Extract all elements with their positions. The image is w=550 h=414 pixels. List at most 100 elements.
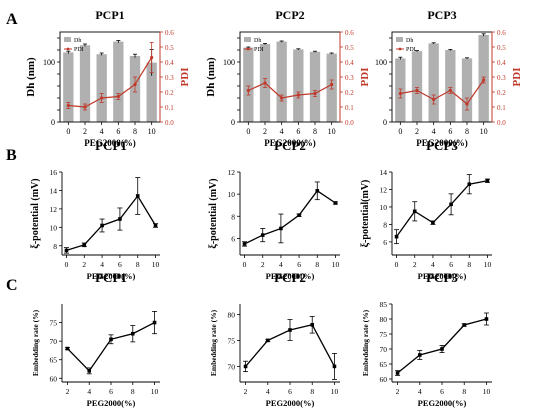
y2-tick-label: 0.5 [497, 44, 506, 52]
y-tick-label: 8 [383, 220, 387, 229]
y-tick-label: 65 [50, 356, 58, 365]
y-tick-label: 100 [375, 58, 387, 67]
y2-tick-label: 0.5 [165, 44, 174, 52]
chart-title: PCP2 [275, 8, 304, 22]
x-tick-label: 4 [100, 127, 104, 136]
pdi-point [246, 88, 250, 93]
pdi-point [482, 78, 486, 82]
legend-marker-pdi [246, 47, 250, 51]
x-tick-label: 6 [109, 387, 113, 396]
data-point [109, 337, 113, 342]
x-tick-label: 0 [66, 127, 70, 136]
pdi-point [263, 81, 267, 85]
data-point [265, 338, 270, 343]
x-tick-label: 6 [448, 127, 452, 136]
data-point [260, 233, 265, 237]
x-tick-label: 10 [332, 260, 340, 269]
pdi-point [116, 94, 120, 99]
data-point [449, 202, 453, 207]
x-tick-label: 6 [297, 260, 301, 269]
y2-tick-label: 0.3 [165, 74, 174, 82]
series-line [66, 321, 155, 372]
x-tick-label: 4 [266, 387, 270, 396]
data-point [242, 242, 247, 246]
x-tick-label: 10 [480, 127, 488, 136]
data-point [417, 353, 422, 357]
bar-dh [243, 47, 254, 122]
y2-tick-label: 0.6 [165, 29, 174, 37]
data-point [310, 323, 315, 327]
series-line [244, 189, 336, 245]
chart-1: PCP2 0 100 0.0 0.1 0.2 0.3 0.4 0.5 0.6 0 2 4 6 8 10 PEG2… [205, 8, 371, 148]
x-tick-label: 10 [331, 387, 339, 396]
data-point [440, 347, 444, 351]
legend-label-pdi: PDI [254, 47, 264, 53]
x-tick-label: 4 [100, 260, 104, 269]
series-line [396, 180, 488, 238]
panel-letter-b: B [6, 147, 17, 164]
data-point [87, 369, 92, 373]
bar-dh [276, 41, 287, 122]
y2-tick-label: 0.0 [497, 119, 506, 127]
bar-dh [309, 51, 321, 122]
chart-4: PCP2 6 8 10 12 0 2 4 6 8 10 PEG2000(%) ξ-potential (… [208, 138, 340, 281]
data-point [315, 189, 320, 193]
data-point [100, 223, 104, 228]
data-point [82, 243, 87, 247]
x-tick-label: 8 [315, 260, 319, 269]
y-tick-label: 75 [50, 319, 58, 328]
pdi-point [280, 96, 284, 100]
chart-2: PCP3 0 100 0.0 0.1 0.2 0.3 0.4 0.5 0.6 0 2 4 6 8 10 PEG2… [375, 8, 523, 148]
data-point [462, 323, 467, 327]
y-tick-label: 6 [383, 238, 387, 247]
x-tick-label: 2 [83, 127, 87, 136]
chart-title: PCP1 [95, 8, 124, 22]
plot-frame [391, 31, 493, 123]
y2-tick-label: 0.4 [165, 59, 174, 67]
y-tick-label: 12 [50, 205, 58, 214]
x-tick-label: 8 [131, 387, 135, 396]
pdi-point [83, 105, 87, 109]
data-point [65, 346, 70, 351]
x-axis-label: PEG2000(%) [87, 271, 136, 281]
legend-label-dh: Dh [254, 38, 261, 44]
y-tick-label: 6 [231, 234, 235, 243]
data-point [431, 220, 435, 225]
chart-5: PCP3 6 8 10 12 14 0 2 4 6 8 10 PEG2000(%) ξ-potential… [360, 138, 492, 281]
y2-tick-label: 0.0 [165, 119, 174, 127]
y-tick-label: 80 [228, 310, 236, 319]
chart-title: PCP1 [95, 138, 127, 153]
data-point [135, 194, 140, 198]
chart-7: PCP2 70 75 80 2 4 6 8 10 PEG2000(%) Embedding rate… [209, 270, 340, 408]
x-tick-label: 8 [467, 260, 471, 269]
x-axis-label: PEG2000(%) [87, 398, 136, 408]
y2-tick-label: 0.1 [345, 104, 354, 112]
x-tick-label: 2 [396, 387, 400, 396]
chart-title: PCP2 [274, 138, 306, 153]
legend-swatch-dh [396, 37, 403, 42]
y-tick-label: 70 [228, 362, 236, 371]
y-axis-label: Dh (nm) [205, 57, 217, 97]
chart-3: PCP1 8 10 12 14 16 0 2 4 6 8 10 PEG2000(%) ξ-potentia… [30, 138, 160, 281]
data-point [333, 201, 338, 205]
y-tick-label: 85 [380, 300, 388, 309]
y-tick-label: 70 [50, 337, 58, 346]
x-tick-label: 2 [261, 260, 265, 269]
x-tick-label: 4 [279, 260, 283, 269]
chart-title: PCP2 [274, 270, 306, 285]
legend-label-pdi: PDI [74, 47, 84, 53]
data-point [118, 217, 122, 221]
chart-6: PCP1 60 65 70 75 2 4 6 8 10 PEG2000(%) Embedding ra… [31, 270, 160, 408]
bar-dh [445, 50, 456, 122]
x-tick-label: 6 [288, 387, 292, 396]
y-tick-label: 10 [380, 203, 388, 212]
y-tick-label: 8 [231, 212, 235, 221]
y-tick-label: 80 [380, 315, 388, 324]
pdi-point [330, 82, 334, 87]
pdi-point [150, 55, 154, 60]
legend-label-dh: Dh [406, 38, 413, 44]
y2-axis-label: PDI [511, 68, 523, 87]
legend-label-dh: Dh [74, 38, 81, 44]
x-tick-label: 0 [246, 127, 250, 136]
